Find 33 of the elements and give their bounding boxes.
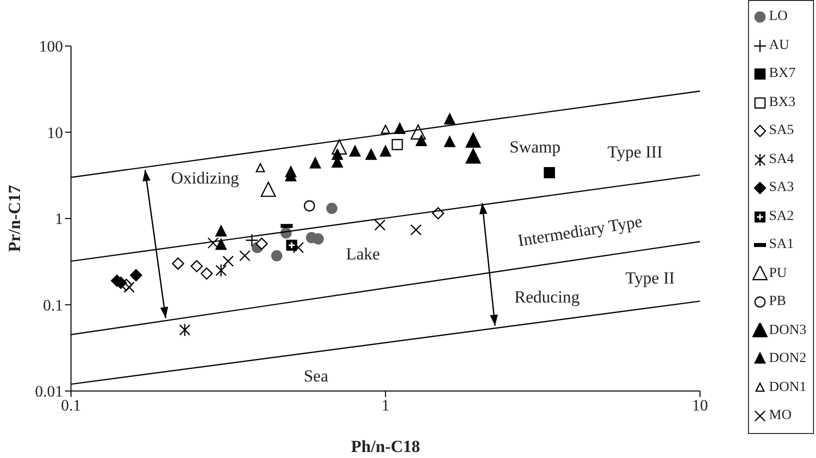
y-axis-title: Pr/n-C17 [5,184,24,252]
legend-label: SA2 [769,208,794,225]
legend-label: DON2 [769,351,806,368]
annotation: Type III [608,142,663,162]
annotation: Swamp [510,138,560,156]
annotation: Type II [625,268,675,288]
legend-label: SA1 [769,237,794,254]
y-tick-label: 0.1 [43,297,63,314]
x-axis-title: Ph/n-C18 [351,437,420,456]
annotation: Oxidizing [171,168,240,188]
legend-label: DON3 [769,322,806,339]
legend-label: AU [769,38,790,54]
legend-label: SA3 [769,180,794,196]
legend-label: DON1 [769,380,806,396]
legend-label: LO [769,9,788,26]
annotation: Reducing [514,288,580,306]
x-tick-label: 0.1 [61,397,81,414]
legend-label: BX3 [769,94,796,111]
legend-label: BX7 [769,66,796,82]
x-tick-label: 1 [382,397,390,414]
legend-label: PB [769,294,786,310]
x-tick-label: 10 [692,397,708,414]
annotation: Lake [346,244,380,264]
y-tick-label: 1 [55,211,63,228]
legend-label: PU [769,266,787,282]
y-tick-label: 100 [39,38,63,56]
annotation: Sea [304,366,329,386]
legend-label: SA4 [769,152,794,168]
legend-label: SA5 [769,123,794,140]
legend-label: MO [769,408,792,424]
y-tick-label: 0.01 [35,384,63,401]
y-tick-label: 10 [47,124,63,142]
annotation: Intermediary Type [516,212,644,250]
